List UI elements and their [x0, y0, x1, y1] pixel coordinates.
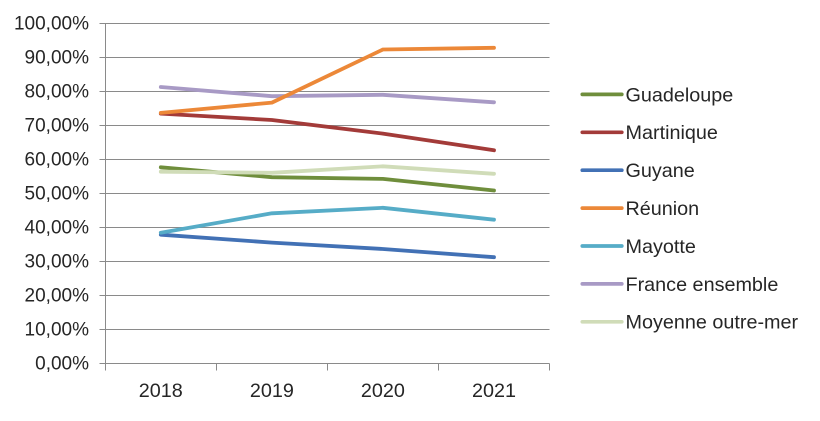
svg-text:2020: 2020 [361, 380, 405, 402]
svg-text:90,00%: 90,00% [25, 48, 90, 69]
svg-text:Réunion: Réunion [626, 198, 700, 220]
svg-text:40,00%: 40,00% [25, 218, 90, 239]
svg-text:Guyane: Guyane [626, 160, 695, 182]
svg-text:70,00%: 70,00% [25, 116, 90, 137]
svg-text:10,00%: 10,00% [25, 320, 90, 341]
svg-text:0,00%: 0,00% [35, 354, 89, 375]
svg-text:100,00%: 100,00% [14, 14, 89, 35]
svg-text:Moyenne outre-mer: Moyenne outre-mer [626, 312, 799, 334]
svg-text:2018: 2018 [139, 380, 183, 402]
svg-text:Martinique: Martinique [626, 122, 718, 144]
svg-text:60,00%: 60,00% [25, 150, 90, 171]
svg-text:France ensemble: France ensemble [626, 274, 779, 296]
svg-text:30,00%: 30,00% [25, 252, 90, 273]
svg-text:Mayotte: Mayotte [626, 236, 696, 258]
svg-text:50,00%: 50,00% [25, 184, 90, 205]
svg-text:2019: 2019 [250, 380, 294, 402]
svg-text:2021: 2021 [472, 380, 516, 402]
svg-text:Guadeloupe: Guadeloupe [626, 84, 734, 106]
svg-text:80,00%: 80,00% [25, 82, 90, 103]
svg-text:20,00%: 20,00% [25, 286, 90, 307]
